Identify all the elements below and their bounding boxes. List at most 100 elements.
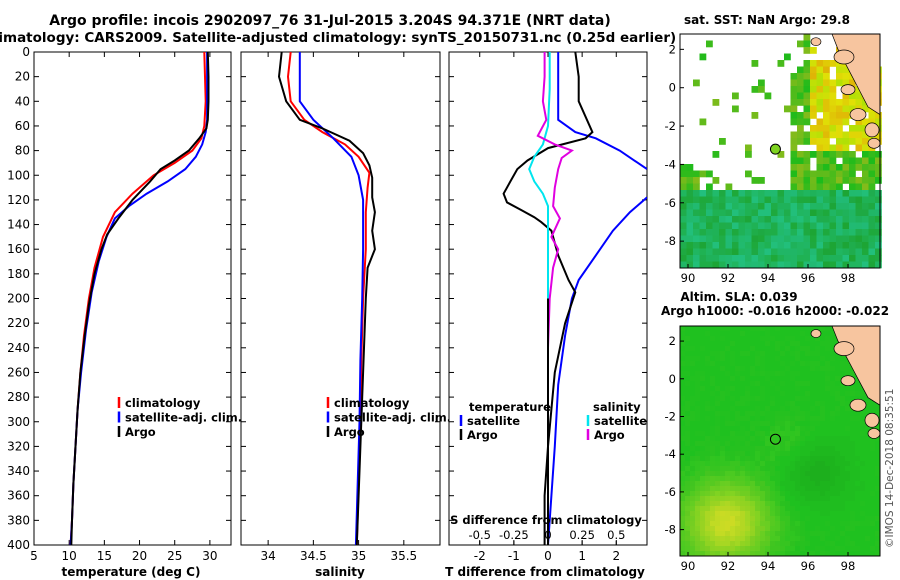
map-cell — [735, 331, 741, 337]
map-cell — [740, 361, 746, 367]
map-cell — [740, 461, 746, 467]
map-cell — [760, 471, 766, 477]
map-cell — [868, 151, 876, 158]
map-cell — [765, 486, 771, 492]
map-cell — [690, 546, 696, 552]
map-cell — [699, 222, 707, 230]
map-cell — [835, 416, 841, 422]
map-cell — [850, 391, 856, 397]
map-cell — [860, 431, 866, 437]
map-cell — [755, 426, 761, 432]
map-cell — [823, 242, 830, 249]
map-cell — [835, 541, 841, 547]
map-cell — [803, 248, 811, 256]
map-cell — [750, 326, 756, 332]
map-cell — [800, 326, 806, 332]
map-cell — [836, 209, 843, 217]
map-cell — [710, 471, 716, 477]
map-cell — [845, 521, 851, 527]
map-cell — [849, 255, 856, 262]
land-island — [864, 122, 880, 138]
map-cell — [803, 157, 811, 165]
map-cell — [751, 60, 759, 67]
map-cell — [755, 431, 761, 437]
map-cell — [775, 471, 781, 477]
map-cell — [755, 376, 761, 382]
y-tick-label: 0 — [669, 372, 676, 386]
map-cell — [795, 536, 801, 542]
map-cell — [850, 396, 856, 402]
map-cell — [815, 341, 821, 347]
map-cell — [825, 456, 831, 462]
map-cell — [730, 351, 736, 357]
map-cell — [755, 456, 761, 462]
map-cell — [810, 441, 816, 447]
map-cell — [830, 441, 836, 447]
map-cell — [810, 436, 816, 442]
map-cell — [750, 391, 756, 397]
map-cell — [810, 229, 817, 236]
map-cell — [815, 421, 821, 427]
map-cell — [835, 356, 841, 362]
map-cell — [715, 471, 721, 477]
map-cell — [795, 491, 801, 497]
map-cell — [725, 326, 731, 332]
map-cell — [825, 476, 831, 482]
map-cell — [855, 138, 863, 145]
map-cell — [735, 396, 741, 402]
map-cell — [710, 406, 716, 412]
map-cell — [805, 441, 811, 447]
map-cell — [735, 341, 741, 347]
map-cell — [835, 551, 841, 557]
map-cell — [805, 546, 811, 552]
map-cell — [745, 222, 752, 230]
map-cell — [820, 426, 826, 432]
map-cell — [800, 336, 806, 342]
map-cell — [760, 331, 766, 337]
map-cell — [760, 421, 766, 427]
map-cell — [780, 386, 786, 392]
map-cell — [815, 486, 821, 492]
map-cell — [842, 177, 850, 184]
map-cell — [755, 496, 761, 502]
map-cell — [825, 536, 831, 542]
map-cell — [720, 461, 726, 467]
map-cell — [690, 481, 696, 487]
map-cell — [695, 446, 701, 452]
map-cell — [805, 401, 811, 407]
map-cell — [680, 451, 686, 457]
map-cell — [680, 196, 687, 204]
map-cell — [810, 351, 816, 357]
map-cell — [820, 351, 826, 357]
map-cell — [829, 190, 837, 197]
map-cell — [680, 406, 686, 412]
map-cell — [680, 551, 686, 557]
map-cell — [740, 521, 746, 527]
map-cell — [770, 466, 776, 472]
map-cell — [849, 242, 856, 249]
map-cell — [751, 216, 759, 223]
map-cell — [816, 190, 824, 197]
x-tick-label: 34.5 — [300, 549, 327, 563]
map-cell — [740, 401, 746, 407]
map-cell — [705, 426, 711, 432]
map-cell — [720, 336, 726, 342]
map-cell — [815, 356, 821, 362]
map-cell — [780, 411, 786, 417]
map-cell — [690, 536, 696, 542]
map-cell — [805, 336, 811, 342]
map-cell — [823, 131, 830, 139]
map-cell — [816, 216, 824, 223]
map-cell — [790, 531, 796, 537]
map-cell — [800, 406, 806, 412]
map-cell — [745, 391, 751, 397]
map-cell — [695, 411, 701, 417]
map-cell — [795, 486, 801, 492]
map-cell — [710, 346, 716, 352]
map-cell — [835, 486, 841, 492]
map-cell — [695, 541, 701, 547]
map-cell — [829, 118, 837, 126]
map-cell — [685, 341, 691, 347]
map-cell — [860, 541, 866, 547]
map-cell — [836, 222, 843, 230]
